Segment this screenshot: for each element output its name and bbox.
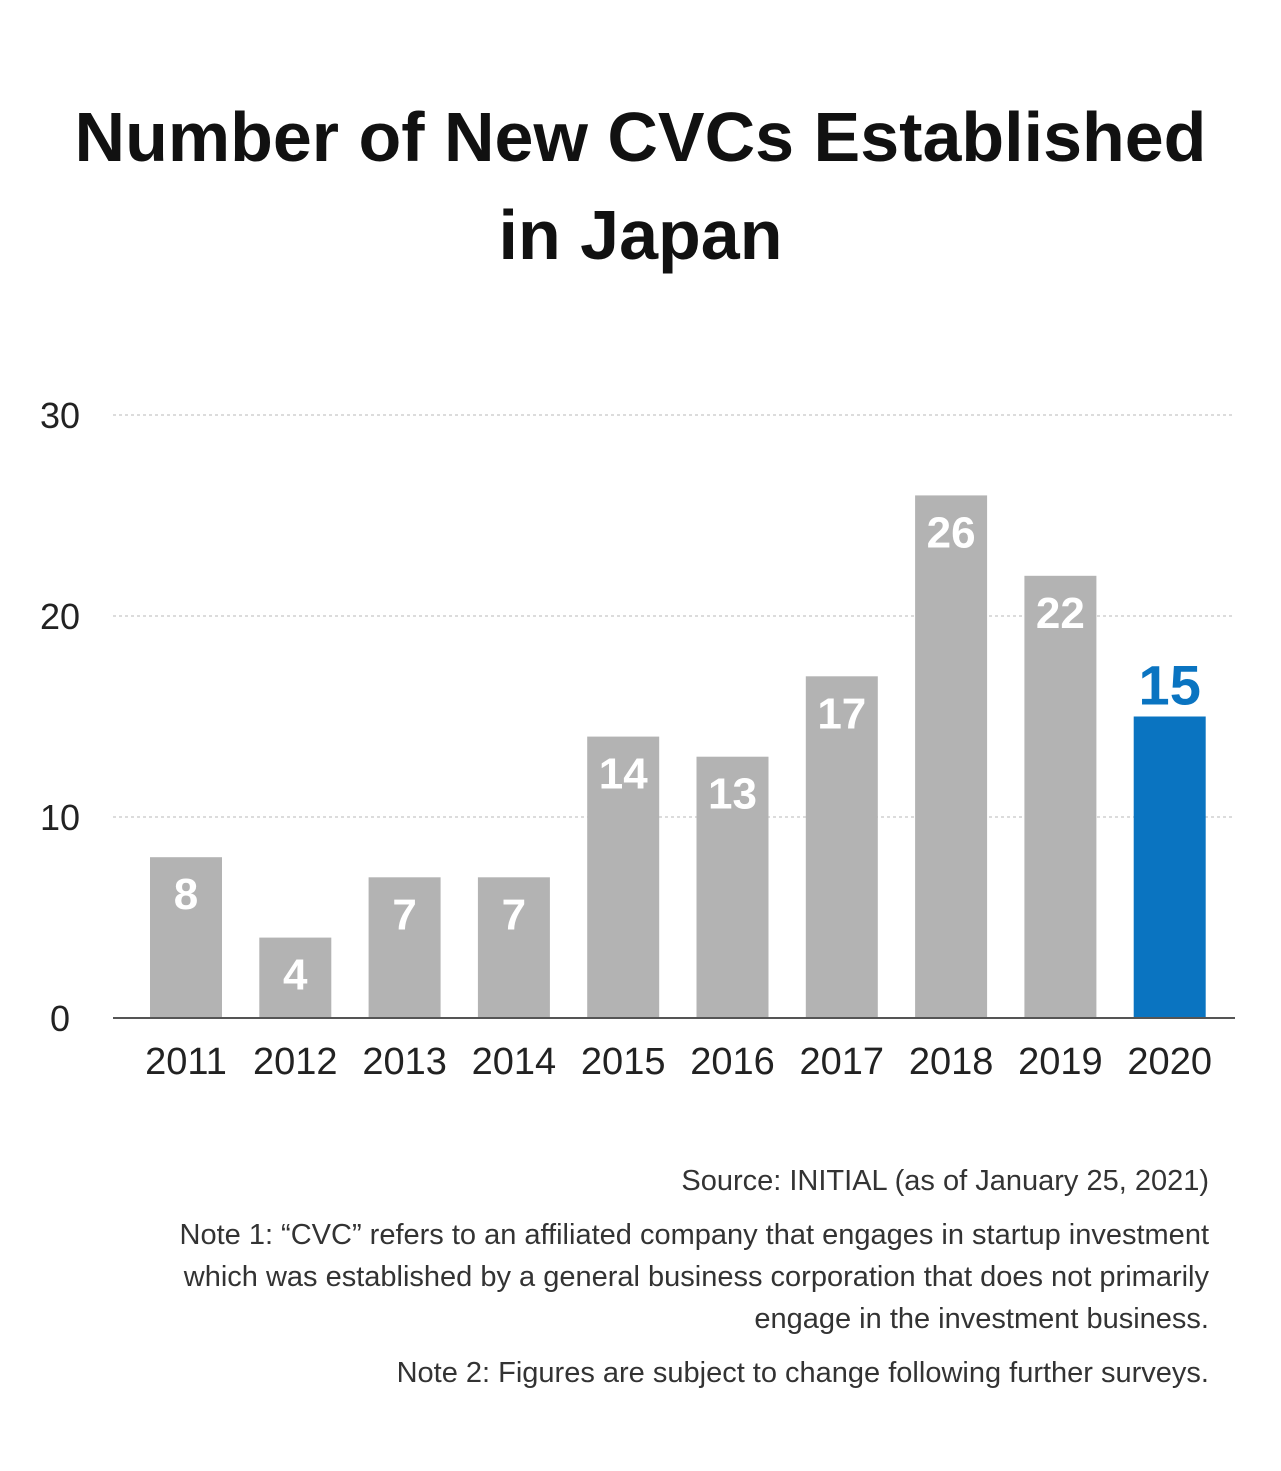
bar-2013 bbox=[368, 877, 441, 1018]
bar-2014 bbox=[477, 877, 550, 1018]
x-tick-label: 2019 bbox=[1018, 1041, 1103, 1083]
data-label-2013: 7 bbox=[392, 890, 416, 939]
data-label-2011: 8 bbox=[174, 870, 198, 919]
y-tick-label: 10 bbox=[40, 797, 80, 838]
data-label-2019: 22 bbox=[1036, 589, 1085, 638]
chart-title-line-1: Number of New CVCs Established bbox=[74, 98, 1207, 176]
x-tick-label: 2014 bbox=[472, 1041, 557, 1083]
x-tick-label: 2012 bbox=[253, 1041, 338, 1083]
chart-title-line-2: in Japan bbox=[498, 196, 783, 274]
x-tick-label: 2017 bbox=[800, 1041, 885, 1083]
y-tick-label: 0 bbox=[50, 998, 70, 1039]
data-label-2015: 14 bbox=[599, 750, 648, 799]
bar-2012 bbox=[259, 937, 332, 1018]
x-tick-label: 2016 bbox=[690, 1041, 775, 1083]
data-label-2018: 26 bbox=[927, 508, 976, 557]
data-label-2012: 4 bbox=[283, 951, 308, 1000]
data-label-2016: 13 bbox=[708, 770, 757, 819]
bar-2018 bbox=[915, 495, 988, 1018]
bar-2020 bbox=[1133, 716, 1206, 1018]
bar-2017 bbox=[805, 676, 878, 1018]
source-note: Source: INITIAL (as of January 25, 2021) bbox=[681, 1165, 1209, 1197]
note-1: Note 1: “CVC” refers to an affiliated co… bbox=[179, 1219, 1210, 1335]
data-label-2020: 15 bbox=[1139, 654, 1201, 717]
chart-notes: Source: INITIAL (as of January 25, 2021)… bbox=[109, 1160, 1210, 1406]
data-label-2014: 7 bbox=[502, 890, 526, 939]
bar-2015 bbox=[587, 736, 660, 1018]
bar-2016 bbox=[696, 756, 769, 1018]
x-tick-label: 2011 bbox=[145, 1041, 227, 1083]
x-tick-label: 2015 bbox=[581, 1041, 666, 1083]
x-tick-label: 2018 bbox=[909, 1041, 994, 1083]
note-2: Note 2: Figures are subject to change fo… bbox=[396, 1357, 1209, 1389]
bar-2011 bbox=[150, 857, 222, 1018]
y-tick-label: 30 bbox=[40, 395, 80, 436]
y-tick-label: 20 bbox=[40, 596, 80, 637]
chart-title: Number of New CVCs Established in Japan bbox=[0, 88, 1281, 284]
data-label-2017: 17 bbox=[817, 689, 866, 738]
x-tick-label: 2013 bbox=[362, 1041, 447, 1083]
x-tick-label: 2020 bbox=[1127, 1041, 1212, 1083]
bar-2019 bbox=[1024, 575, 1097, 1018]
bar-chart: 0 10 20 30 8 2011 4 2012 7 2013 7 2014 14 2015 13 2016 1… bbox=[40, 395, 1235, 1083]
